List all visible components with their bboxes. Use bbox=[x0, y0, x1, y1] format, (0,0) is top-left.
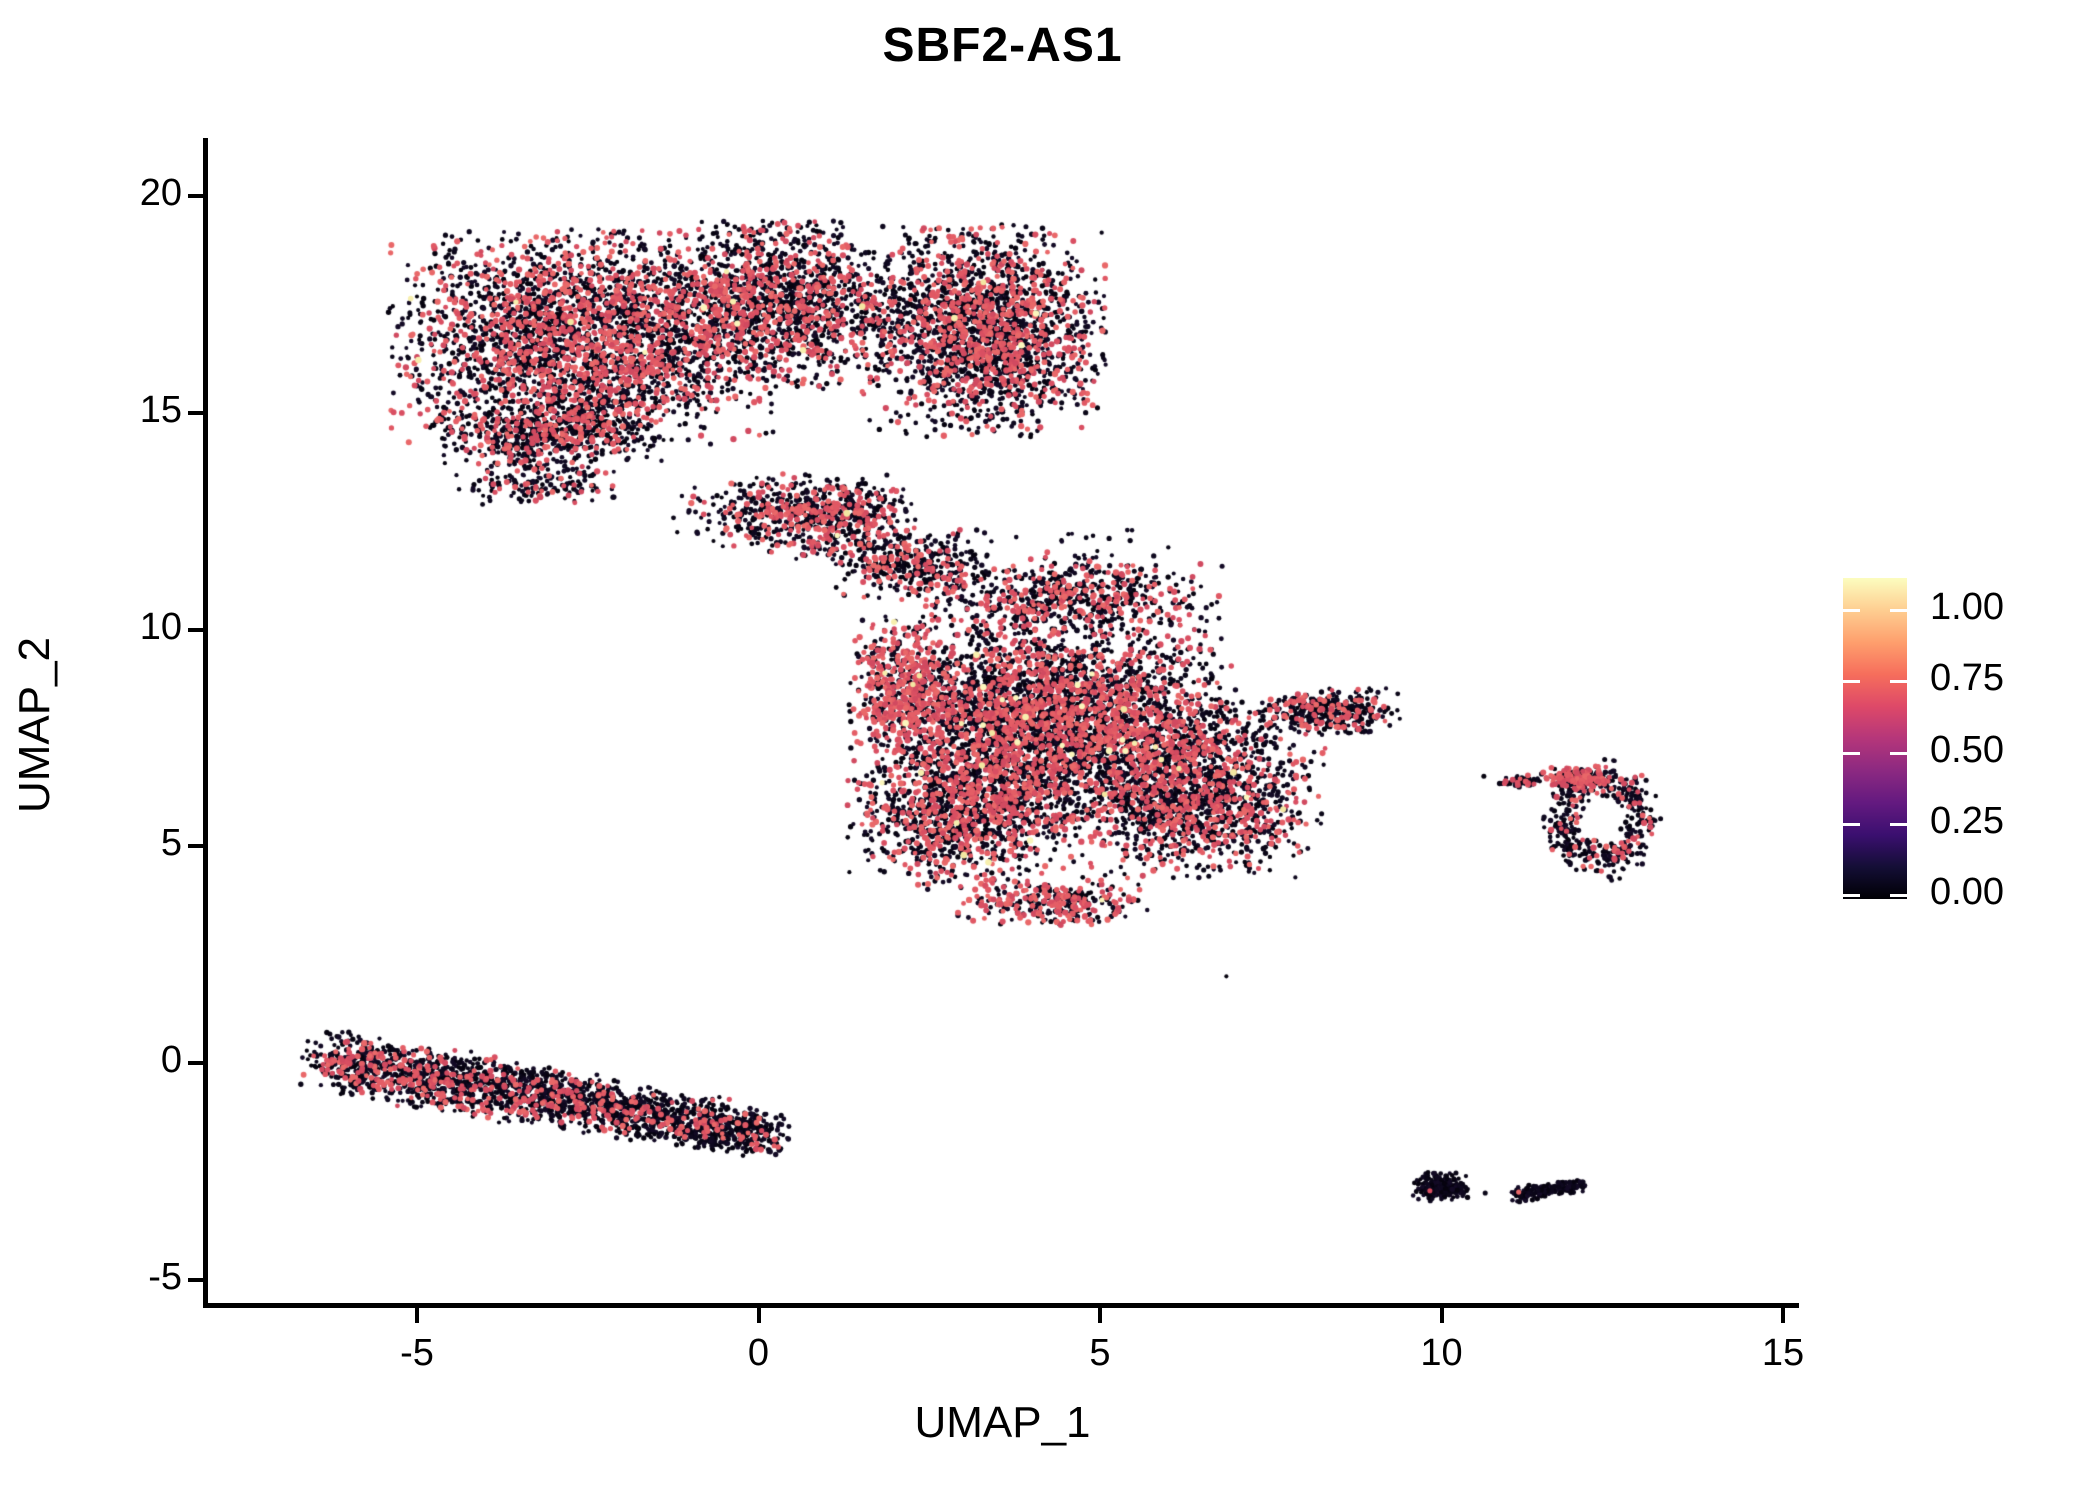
colorbar-tick-label: 0.25 bbox=[1930, 799, 2004, 842]
x-tick-label: 10 bbox=[1420, 1332, 1463, 1374]
x-tick-mark bbox=[1439, 1308, 1444, 1323]
y-axis-title: UMAP_2 bbox=[10, 636, 59, 814]
colorbar-tick-mark bbox=[1843, 609, 1860, 612]
x-tick-label: 15 bbox=[1761, 1332, 1805, 1374]
x-tick-mark bbox=[415, 1308, 419, 1323]
colorbar-tick-label: 0.75 bbox=[1930, 657, 2004, 700]
y-tick-label: 5 bbox=[160, 822, 182, 865]
y-tick-label: 20 bbox=[139, 172, 182, 215]
y-tick-mark bbox=[188, 194, 203, 199]
y-tick-mark bbox=[188, 1061, 203, 1065]
colorbar-tick-mark bbox=[1843, 822, 1860, 826]
y-tick-label: 10 bbox=[139, 605, 182, 648]
x-tick-label: -5 bbox=[400, 1332, 434, 1374]
x-tick-mark bbox=[1098, 1308, 1102, 1323]
y-tick-mark bbox=[188, 1277, 203, 1282]
colorbar-tick-mark bbox=[1843, 894, 1860, 897]
y-tick-mark bbox=[188, 411, 203, 416]
x-tick-mark bbox=[756, 1308, 761, 1323]
expression-colorbar bbox=[1843, 578, 1907, 899]
x-tick-label: 5 bbox=[1089, 1332, 1111, 1374]
colorbar-tick-mark bbox=[1890, 609, 1907, 612]
colorbar-tick-mark bbox=[1890, 680, 1907, 684]
colorbar-tick-label: 1.00 bbox=[1930, 586, 2004, 628]
y-tick-label: 15 bbox=[139, 389, 182, 432]
x-tick-mark bbox=[1781, 1308, 1785, 1323]
x-axis-title: UMAP_1 bbox=[914, 1398, 1091, 1447]
x-tick-label: 0 bbox=[747, 1332, 770, 1374]
colorbar-tick-mark bbox=[1843, 751, 1860, 755]
colorbar-tick-mark bbox=[1890, 822, 1907, 826]
x-axis-line bbox=[203, 1303, 1799, 1308]
y-tick-label: 0 bbox=[160, 1039, 182, 1081]
y-tick-label: -5 bbox=[148, 1255, 182, 1298]
colorbar-tick-mark bbox=[1890, 751, 1907, 755]
y-axis-line bbox=[203, 138, 208, 1307]
colorbar-tick-label: 0.50 bbox=[1930, 728, 2004, 771]
y-tick-mark bbox=[188, 844, 203, 849]
y-tick-mark bbox=[188, 627, 203, 632]
colorbar-tick-mark bbox=[1843, 680, 1860, 684]
colorbar-tick-mark bbox=[1890, 894, 1907, 897]
plot-title: SBF2-AS1 bbox=[882, 19, 1123, 72]
colorbar-tick-label: 0.00 bbox=[1930, 871, 2004, 913]
